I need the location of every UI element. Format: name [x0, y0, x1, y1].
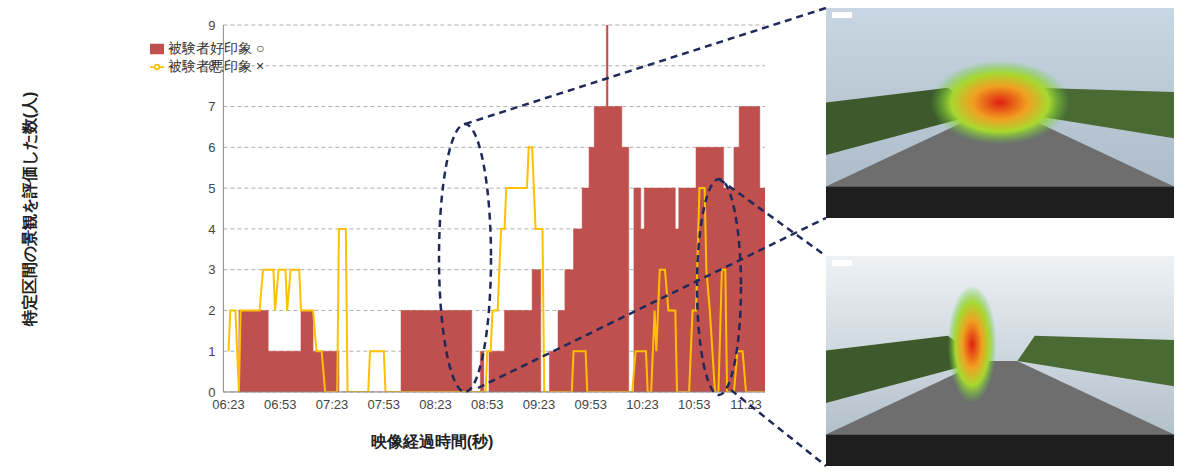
svg-text:08:53: 08:53: [471, 397, 504, 412]
svg-text:4: 4: [208, 222, 215, 237]
svg-text:06:53: 06:53: [264, 397, 297, 412]
svg-text:5: 5: [208, 181, 215, 196]
svg-text:10:23: 10:23: [626, 397, 659, 412]
svg-text:09:23: 09:23: [523, 397, 556, 412]
svg-text:7: 7: [208, 99, 215, 114]
svg-text:0: 0: [208, 385, 215, 400]
svg-text:06:23: 06:23: [212, 397, 245, 412]
svg-text:07:23: 07:23: [316, 397, 349, 412]
svg-text:11:23: 11:23: [730, 397, 762, 412]
svg-text:8: 8: [208, 58, 215, 73]
svg-text:9: 9: [208, 18, 215, 33]
svg-text:6: 6: [208, 140, 215, 155]
svg-text:08:23: 08:23: [419, 397, 452, 412]
svg-text:3: 3: [208, 262, 215, 277]
svg-text:09:53: 09:53: [575, 397, 608, 412]
svg-text:07:53: 07:53: [368, 397, 401, 412]
svg-text:1: 1: [208, 344, 215, 359]
svg-text:2: 2: [208, 303, 215, 318]
svg-text:10:53: 10:53: [678, 397, 711, 412]
